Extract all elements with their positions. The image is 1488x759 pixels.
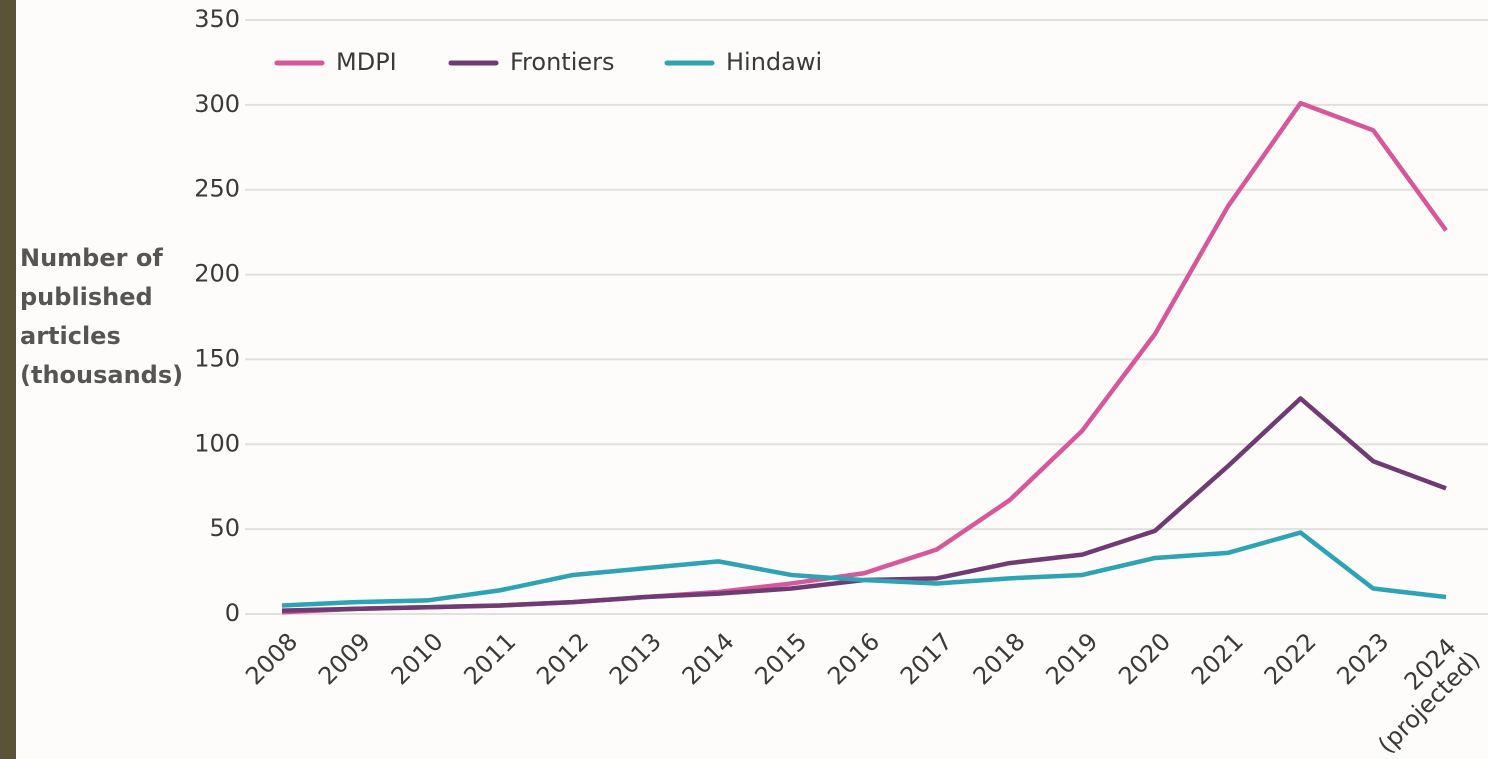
x-tick-label: 2012 xyxy=(531,627,594,690)
x-tick-label: 2008 xyxy=(240,627,303,690)
x-tick-label: 2011 xyxy=(458,627,521,690)
x-tick-label: 2018 xyxy=(968,627,1031,690)
y-axis-label: published xyxy=(20,283,153,311)
x-tick-label: 2023 xyxy=(1331,627,1394,690)
x-tick-label: 2019 xyxy=(1040,627,1103,690)
x-tick-label: 2014 xyxy=(677,627,740,690)
y-tick-label: 100 xyxy=(194,429,240,457)
x-tick-label: 2016 xyxy=(822,627,885,690)
series-line xyxy=(281,100,1448,615)
x-tick-label: 2021 xyxy=(1186,627,1249,690)
y-tick-label: 0 xyxy=(225,599,240,627)
y-tick-label: 300 xyxy=(194,90,240,118)
legend-label: MDPI xyxy=(336,48,397,76)
x-tick-label: 2010 xyxy=(386,627,449,690)
x-tick-label: 2009 xyxy=(313,627,376,690)
legend-label: Frontiers xyxy=(510,48,615,76)
y-tick-label: 350 xyxy=(194,5,240,33)
y-tick-label: 50 xyxy=(209,514,240,542)
x-tick-label: 2020 xyxy=(1113,627,1176,690)
y-tick-label: 200 xyxy=(194,260,240,288)
y-tick-label: 250 xyxy=(194,175,240,203)
x-tick-label: 2022 xyxy=(1259,627,1322,690)
x-tick-label: 2013 xyxy=(604,627,667,690)
x-tick-label: 2015 xyxy=(749,627,812,690)
y-axis-label: Number of xyxy=(20,244,163,272)
legend-label: Hindawi xyxy=(726,48,822,76)
x-tick-label: 2017 xyxy=(895,627,958,690)
side-strip xyxy=(0,0,16,759)
y-axis-label: (thousands) xyxy=(20,361,183,389)
y-axis-label: articles xyxy=(20,322,121,350)
y-tick-label: 150 xyxy=(194,344,240,372)
series-line xyxy=(281,530,1447,608)
